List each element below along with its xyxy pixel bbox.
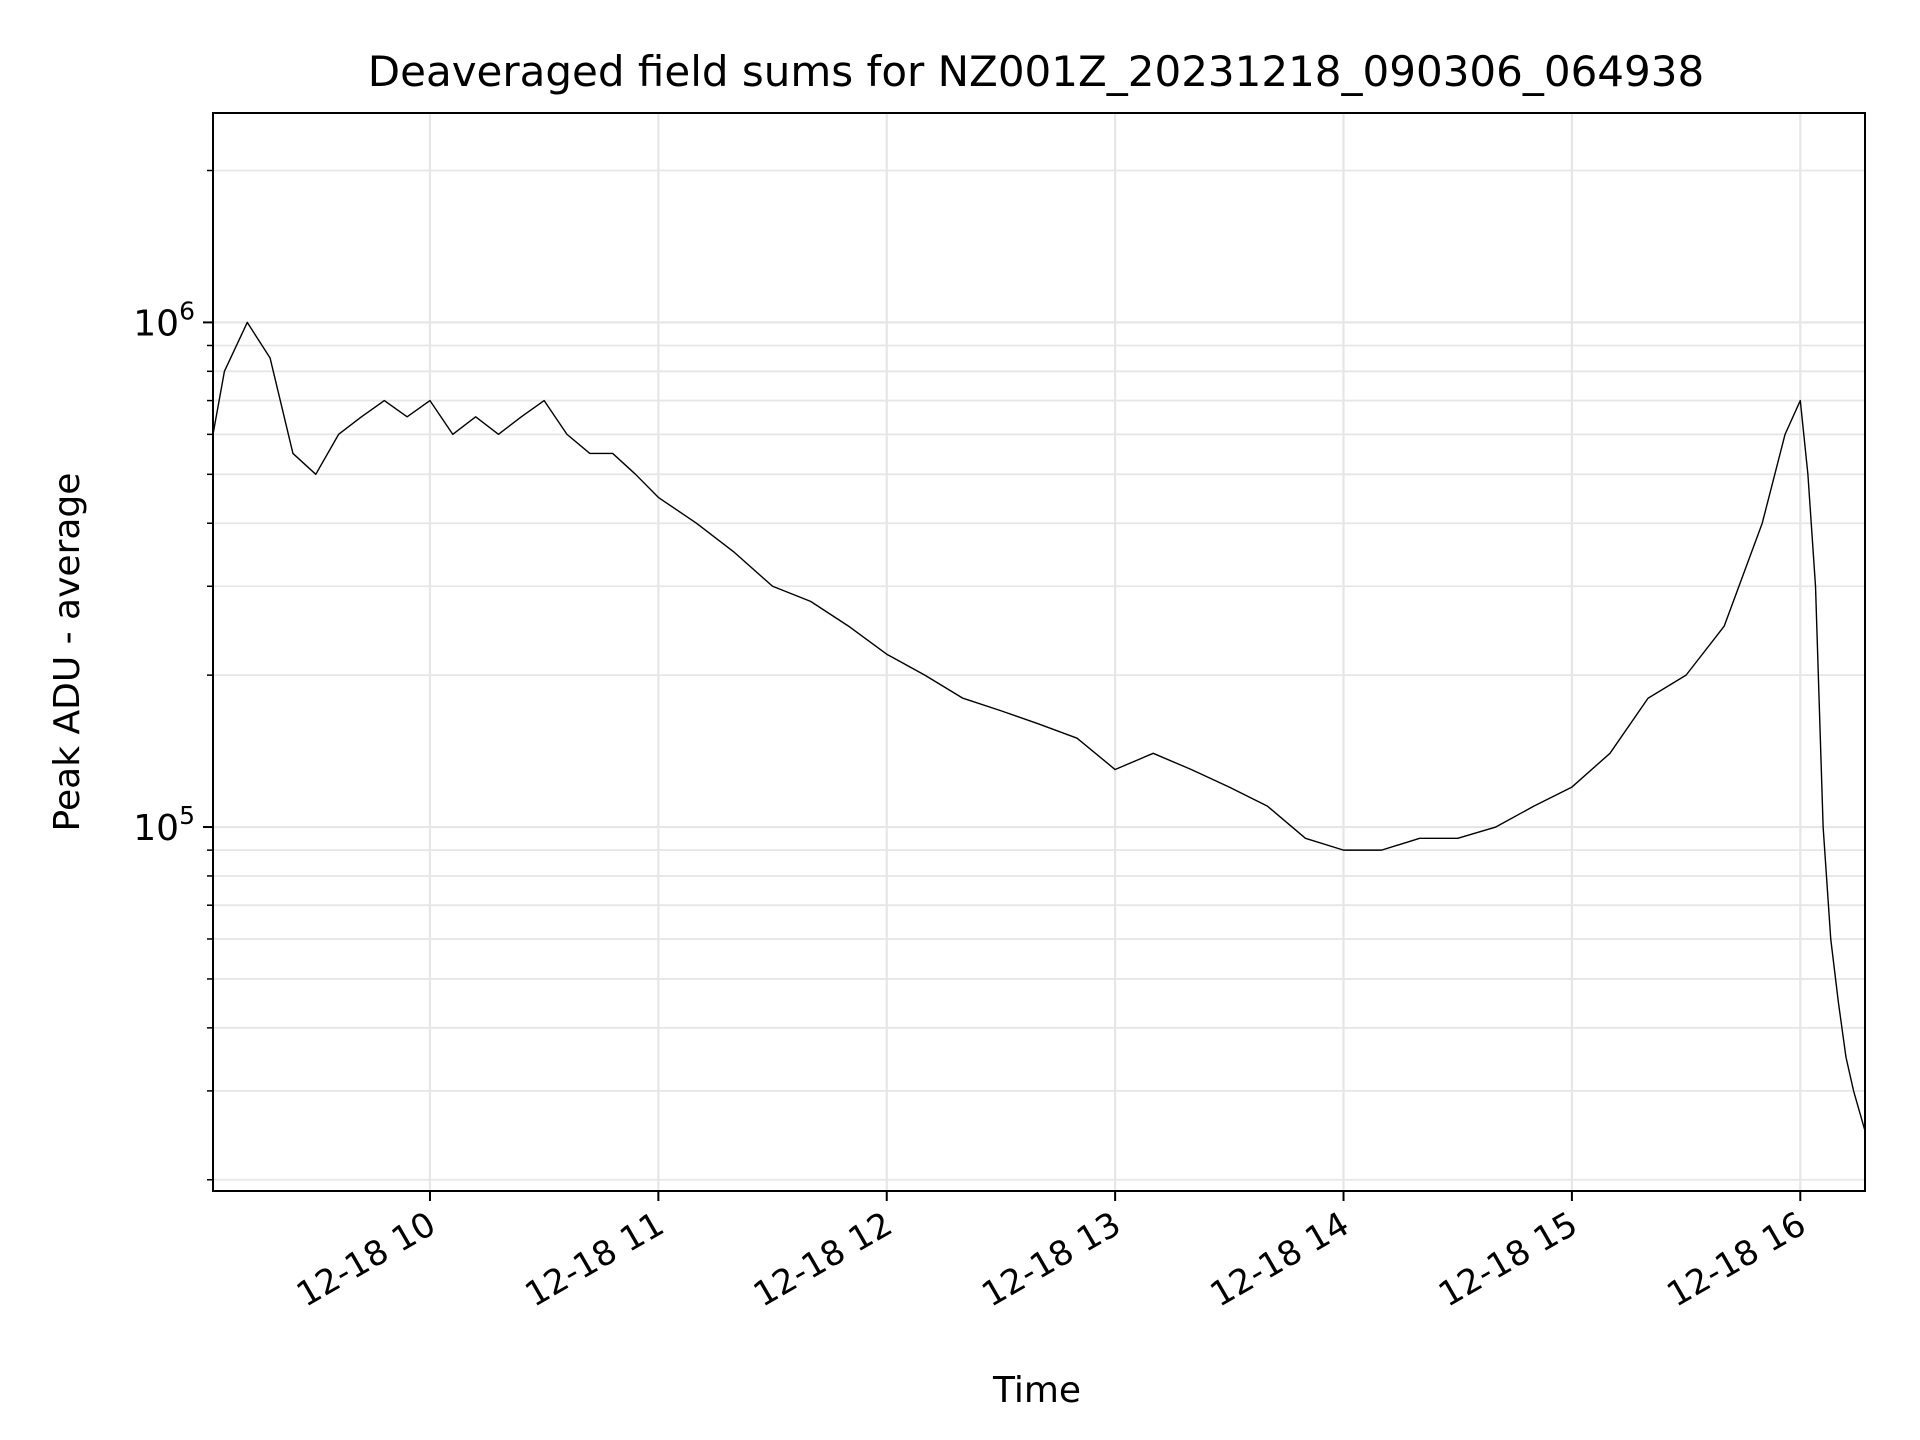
y-tick-base: 10 — [133, 303, 179, 344]
chart-title: Deaveraged field sums for NZ001Z_2023121… — [368, 47, 1704, 96]
y-tick-base: 10 — [133, 808, 179, 849]
y-axis-label: Peak ADU - average — [47, 473, 88, 832]
series-line — [212, 321, 1866, 1132]
x-axis-label: Time — [992, 1370, 1081, 1411]
grid — [213, 113, 1865, 1191]
plot-area-frame — [212, 112, 1866, 1192]
series-layer — [212, 321, 1866, 1132]
y-tick-exponent: 5 — [179, 801, 195, 830]
y-tick-label: 105 — [133, 801, 195, 849]
y-tick-label: 106 — [133, 296, 195, 344]
y-tick-exponent: 6 — [179, 296, 195, 325]
